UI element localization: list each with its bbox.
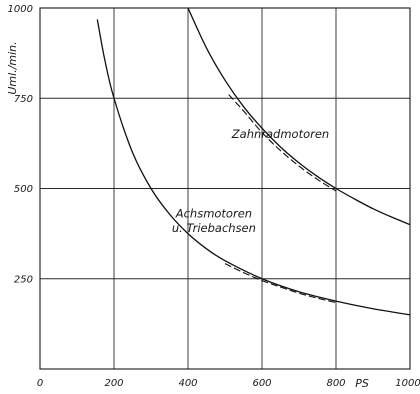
curves xyxy=(96,7,411,316)
y-tick-label: 1000 xyxy=(8,4,33,15)
x-tick-label: 1000 xyxy=(395,378,420,389)
x-tick-labels: 0 200 400 600 800 1000 xyxy=(37,378,420,389)
x-tick-label: 400 xyxy=(178,378,197,389)
y-tick-label: 500 xyxy=(14,184,33,195)
annotation-label: Zahnradmotoren xyxy=(231,127,329,141)
series-zahnradmotoren-solid xyxy=(187,7,411,226)
plot-frame xyxy=(39,7,411,370)
y-axis-label: Uml./min. xyxy=(6,41,19,94)
x-tick-label: 600 xyxy=(252,378,271,389)
y-tick-labels: 250 500 750 1000 xyxy=(8,4,33,285)
series-zahnradmotoren-dashed xyxy=(228,94,337,192)
annotation-label: u. Triebachsen xyxy=(172,221,256,235)
y-tick-label: 250 xyxy=(14,274,33,285)
series-achsmotoren-u-triebachsen-solid xyxy=(96,19,411,316)
y-tick-label: 750 xyxy=(14,94,33,105)
series-achsmotoren-u-triebachsen-dashed xyxy=(224,263,337,304)
x-tick-label: 200 xyxy=(104,378,123,389)
x-tick-label: 800 xyxy=(326,378,345,389)
annotation-label: Achsmotoren xyxy=(175,206,252,220)
x-tick-label: 0 xyxy=(37,378,43,389)
x-axis-label: PS xyxy=(355,377,369,390)
grid xyxy=(40,8,410,369)
